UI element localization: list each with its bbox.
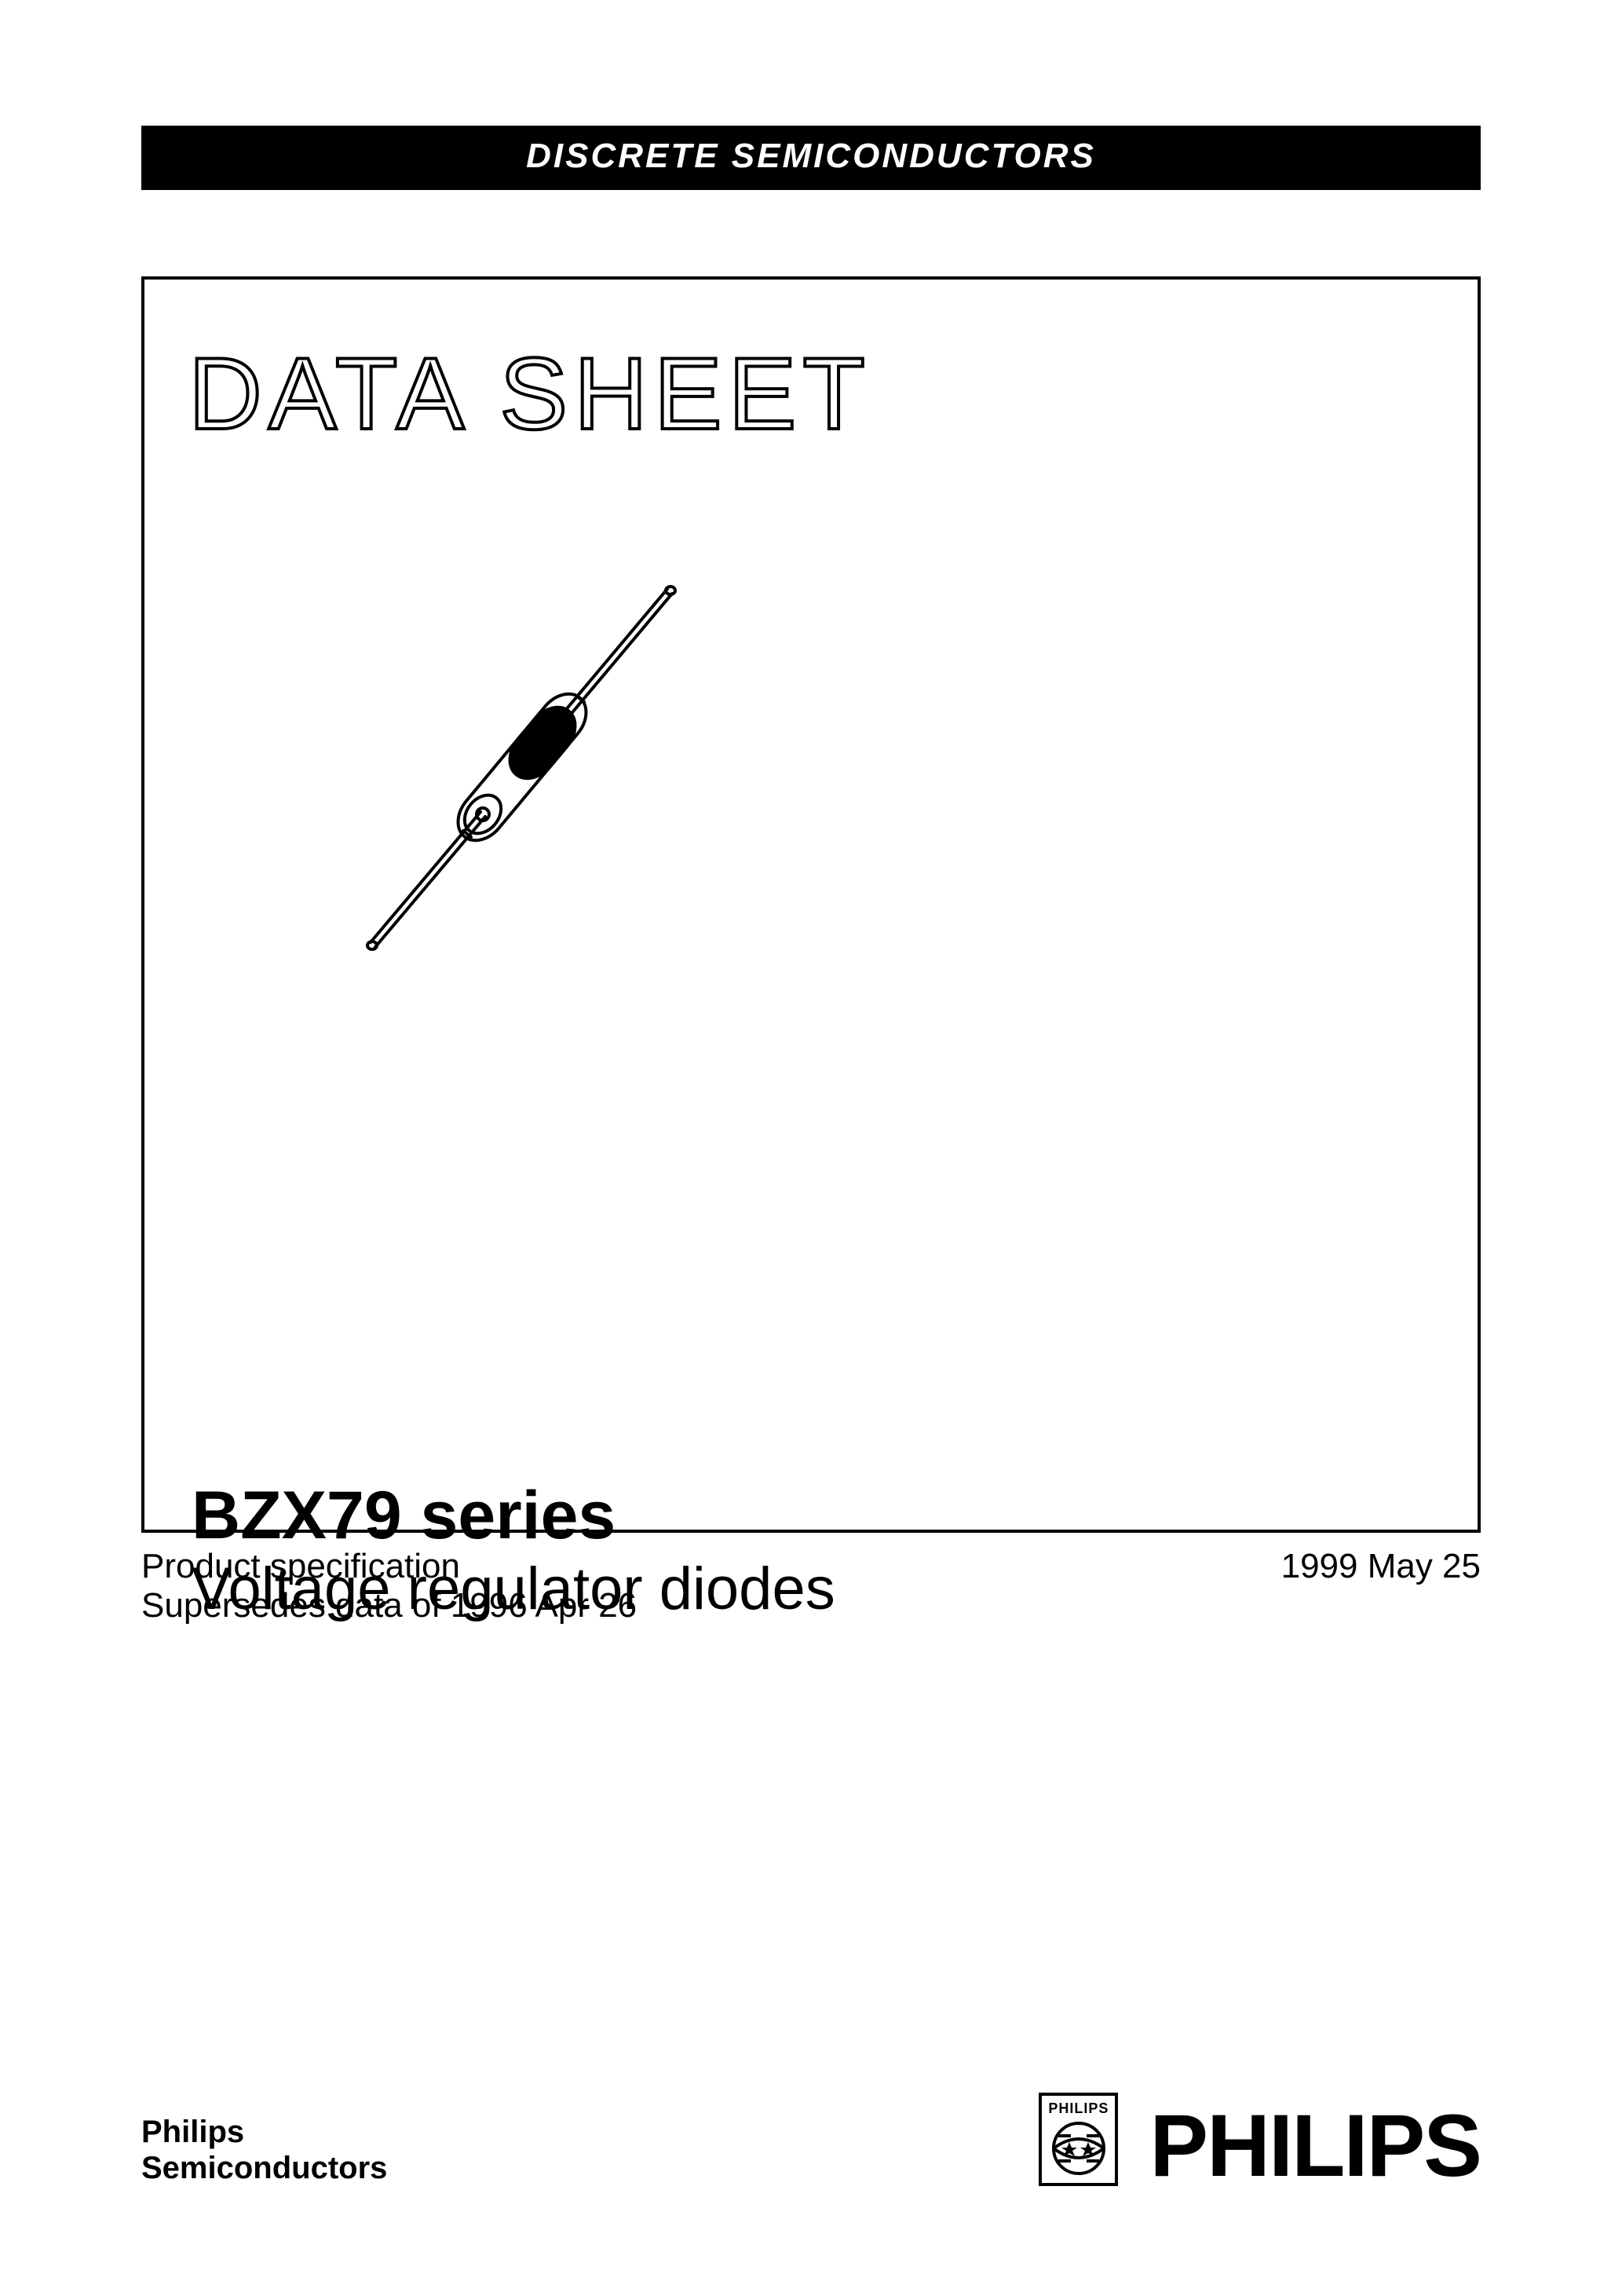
footer-logos: PHILIPS PHILIPS	[1039, 2093, 1481, 2186]
diode-svg	[349, 578, 694, 986]
datasheet-title: DATA SHEET	[188, 335, 1430, 452]
page-content: DISCRETE SEMICONDUCTORS DATA SHEET	[141, 126, 1481, 2202]
footer-line2: Semiconductors	[141, 2150, 387, 2186]
product-series: BZX79 series	[192, 1477, 1430, 1555]
shield-globe-icon	[1050, 2120, 1107, 2177]
footer-line1: Philips	[141, 2114, 387, 2150]
shield-label: PHILIPS	[1048, 2100, 1109, 2117]
svg-text:DATA SHEET: DATA SHEET	[188, 336, 871, 451]
footer: Philips Semiconductors PHILIPS PHILIPS	[141, 2093, 1481, 2186]
category-bar: DISCRETE SEMICONDUCTORS	[141, 126, 1481, 190]
datasheet-title-svg: DATA SHEET	[188, 335, 1131, 452]
footer-company: Philips Semiconductors	[141, 2114, 387, 2186]
philips-wordmark: PHILIPS	[1149, 2107, 1481, 2186]
product-subtitle: Voltage regulator diodes	[192, 1555, 1430, 1623]
product-title-block: BZX79 series Voltage regulator diodes	[192, 1477, 1430, 1623]
diode-icon	[349, 578, 1430, 990]
content-frame: DATA SHEET	[141, 276, 1481, 1533]
philips-shield-icon: PHILIPS	[1039, 2093, 1118, 2186]
